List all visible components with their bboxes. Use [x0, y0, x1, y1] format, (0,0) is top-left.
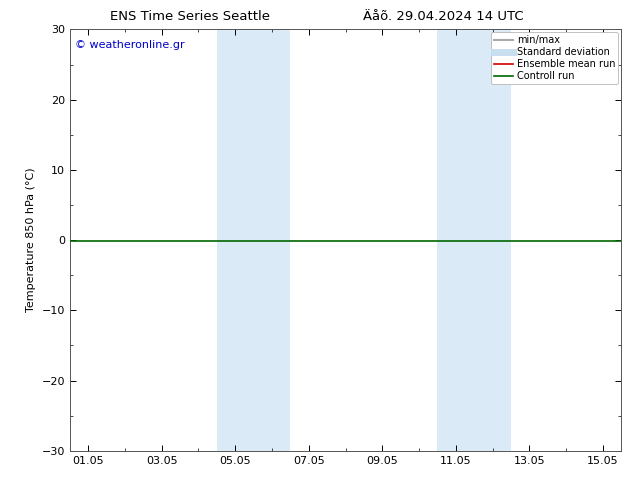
Legend: min/max, Standard deviation, Ensemble mean run, Controll run: min/max, Standard deviation, Ensemble me…: [491, 32, 618, 84]
Bar: [437, 29, 511, 451]
Bar: [217, 29, 290, 451]
Text: © weatheronline.gr: © weatheronline.gr: [75, 40, 185, 50]
Text: ENS Time Series Seattle: ENS Time Series Seattle: [110, 10, 270, 23]
Text: Äåõ. 29.04.2024 14 UTC: Äåõ. 29.04.2024 14 UTC: [363, 10, 524, 23]
Y-axis label: Temperature 850 hPa (°C): Temperature 850 hPa (°C): [26, 168, 36, 313]
